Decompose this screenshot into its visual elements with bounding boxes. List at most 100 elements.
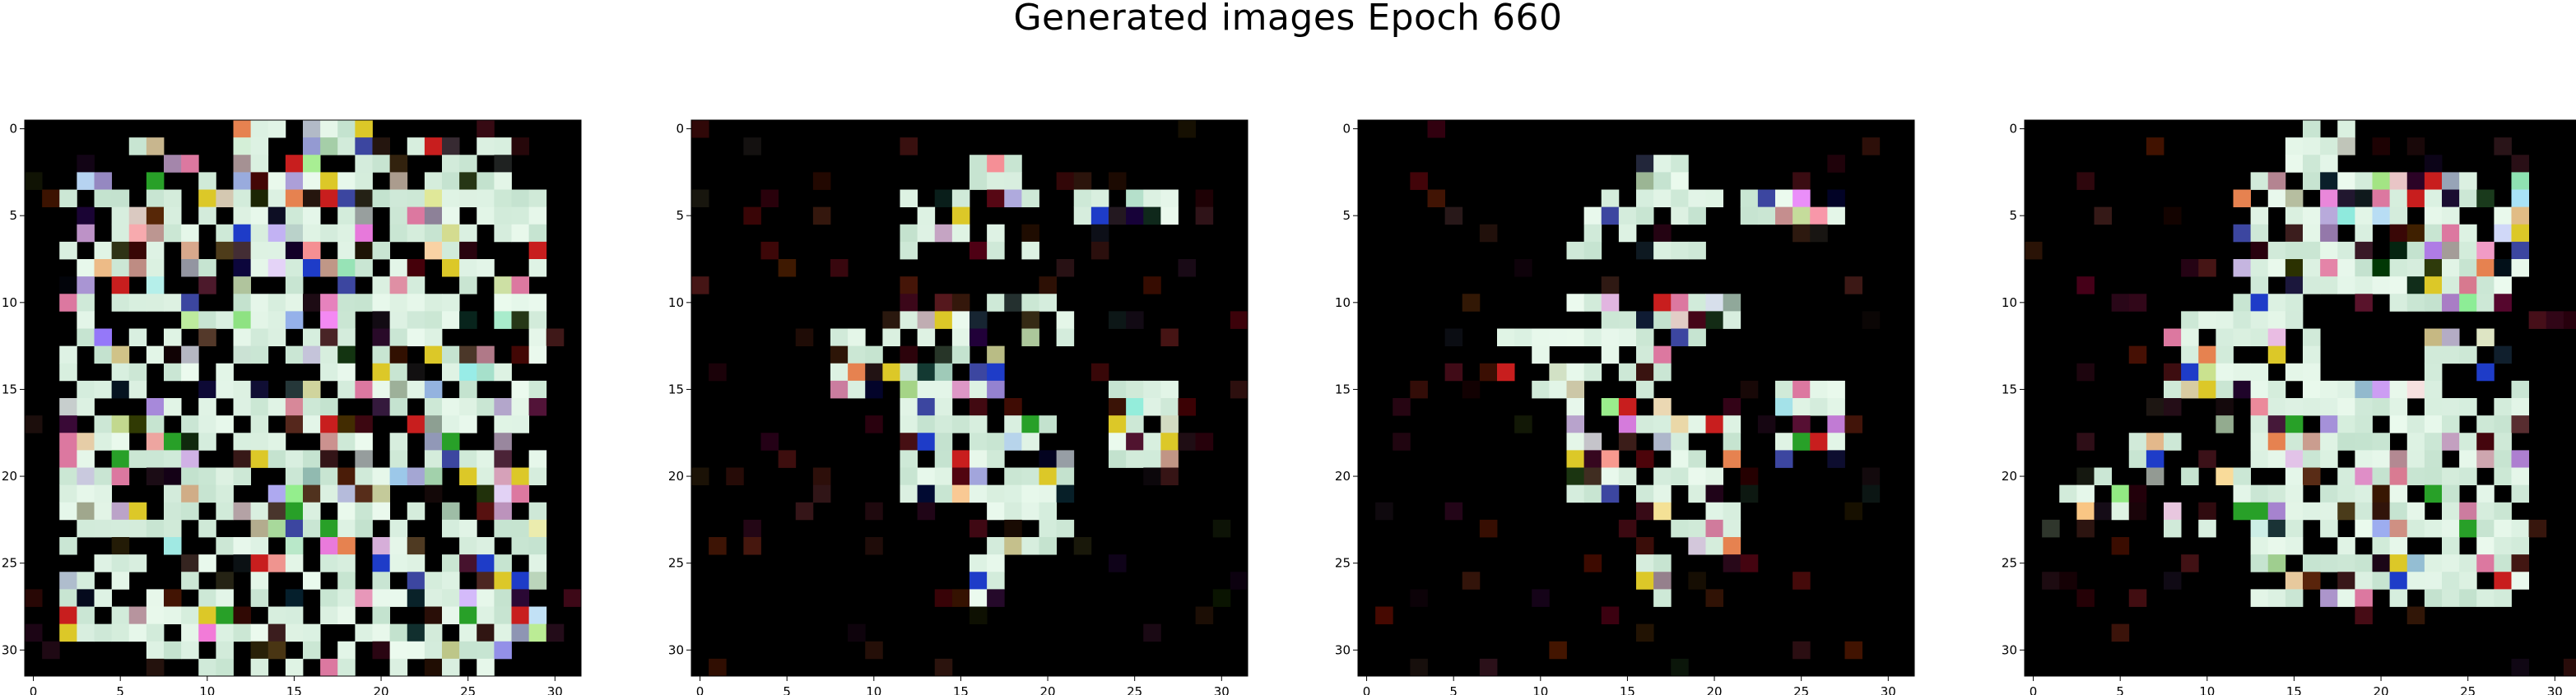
image-pixel	[459, 554, 477, 572]
image-pixel	[1636, 206, 1654, 225]
image-pixel	[2476, 484, 2495, 503]
image-pixel	[424, 137, 443, 155]
image-pixel	[1671, 155, 1689, 173]
image-pixel	[2285, 363, 2304, 382]
image-pixel	[494, 467, 512, 486]
image-pixel	[477, 363, 495, 382]
image-pixel	[77, 433, 95, 451]
image-pixel	[917, 380, 936, 399]
image-pixel	[1549, 328, 1567, 347]
image-pixel	[528, 345, 547, 364]
image-pixel	[1090, 224, 1109, 243]
image-pixel	[146, 641, 165, 660]
image-pixel	[917, 433, 936, 451]
image-pixel	[267, 120, 286, 138]
image-pixel	[2233, 363, 2252, 382]
image-pixel	[2406, 276, 2425, 294]
image-pixel	[459, 519, 477, 538]
image-pixel	[303, 519, 321, 538]
image-pixel	[303, 155, 321, 173]
image-pixel	[1109, 380, 1127, 399]
image-pixel	[1653, 172, 1672, 190]
image-pixel	[407, 328, 425, 347]
image-pixel	[372, 155, 391, 173]
image-pixel	[2511, 572, 2530, 590]
image-pixel	[778, 450, 797, 468]
image-pixel	[1618, 363, 1637, 382]
image-pixel	[111, 259, 130, 277]
image-pixel	[1793, 189, 1811, 208]
image-pixel	[355, 155, 373, 173]
image-pixel	[2424, 380, 2443, 399]
image-pixel	[969, 519, 988, 538]
image-pixel	[987, 345, 1005, 364]
image-pixel	[389, 345, 408, 364]
image-pixel	[111, 345, 130, 364]
image-pixel	[2337, 120, 2355, 138]
image-pixel	[1004, 398, 1022, 416]
image-pixel	[2389, 537, 2408, 555]
image-pixel	[59, 345, 77, 364]
image-pixel	[216, 623, 234, 642]
image-pixel	[267, 259, 286, 277]
image-pixel	[934, 380, 953, 399]
image-pixel	[355, 484, 373, 503]
axes-frame	[24, 119, 582, 677]
image-pixel	[355, 206, 373, 225]
image-pixel	[303, 241, 321, 260]
image-pixel	[59, 537, 77, 555]
image-pixel	[2164, 433, 2182, 451]
image-pixel	[2459, 241, 2477, 260]
image-pixel	[2406, 224, 2425, 243]
image-pixel	[1004, 294, 1022, 312]
image-pixel	[303, 294, 321, 312]
image-pixel	[424, 606, 443, 625]
image-pixel	[969, 172, 988, 190]
image-pixel	[1444, 328, 1463, 347]
image-pixel	[917, 363, 936, 382]
image-pixel	[969, 415, 988, 433]
image-pixel	[2424, 294, 2443, 312]
image-pixel	[511, 206, 530, 225]
image-pixel	[477, 172, 495, 190]
image-pixel	[181, 241, 199, 260]
image-pixel	[2389, 259, 2408, 277]
image-pixel	[1636, 345, 1654, 364]
image-pixel	[267, 623, 286, 642]
image-pixel	[1021, 415, 1039, 433]
image-pixel	[2389, 189, 2408, 208]
image-pixel	[1618, 328, 1637, 347]
image-pixel	[1549, 380, 1567, 399]
y-tick-label: 25	[2002, 556, 2017, 571]
image-pixel	[2337, 137, 2355, 155]
image-pixel	[146, 589, 165, 607]
image-pixel	[164, 606, 182, 625]
image-pixel	[94, 433, 113, 451]
image-pixel	[2389, 467, 2408, 486]
image-pixel	[1705, 311, 1724, 329]
image-pixel	[128, 519, 147, 538]
image-pixel	[372, 467, 391, 486]
image-pixel	[94, 259, 113, 277]
image-pixel	[900, 311, 918, 329]
image-pixel	[477, 345, 495, 364]
image-pixel	[2389, 415, 2408, 433]
image-pixel	[1671, 467, 1689, 486]
image-pixel	[250, 502, 269, 521]
image-pixel	[424, 572, 443, 590]
image-pixel	[285, 415, 304, 433]
image-pixel	[2285, 484, 2304, 503]
image-pixel	[128, 554, 147, 572]
image-pixel	[1636, 537, 1654, 555]
image-pixel	[2267, 415, 2286, 433]
image-pixel	[337, 589, 356, 607]
image-pixel	[1705, 502, 1724, 521]
image-pixel	[1618, 311, 1637, 329]
image-pixel	[216, 189, 234, 208]
image-pixel	[442, 398, 460, 416]
axes-frame	[2024, 119, 2576, 677]
image-pixel	[1653, 484, 1672, 503]
image-pixel	[2076, 589, 2095, 607]
image-pixel	[355, 623, 373, 642]
image-pixel	[1393, 433, 1411, 451]
